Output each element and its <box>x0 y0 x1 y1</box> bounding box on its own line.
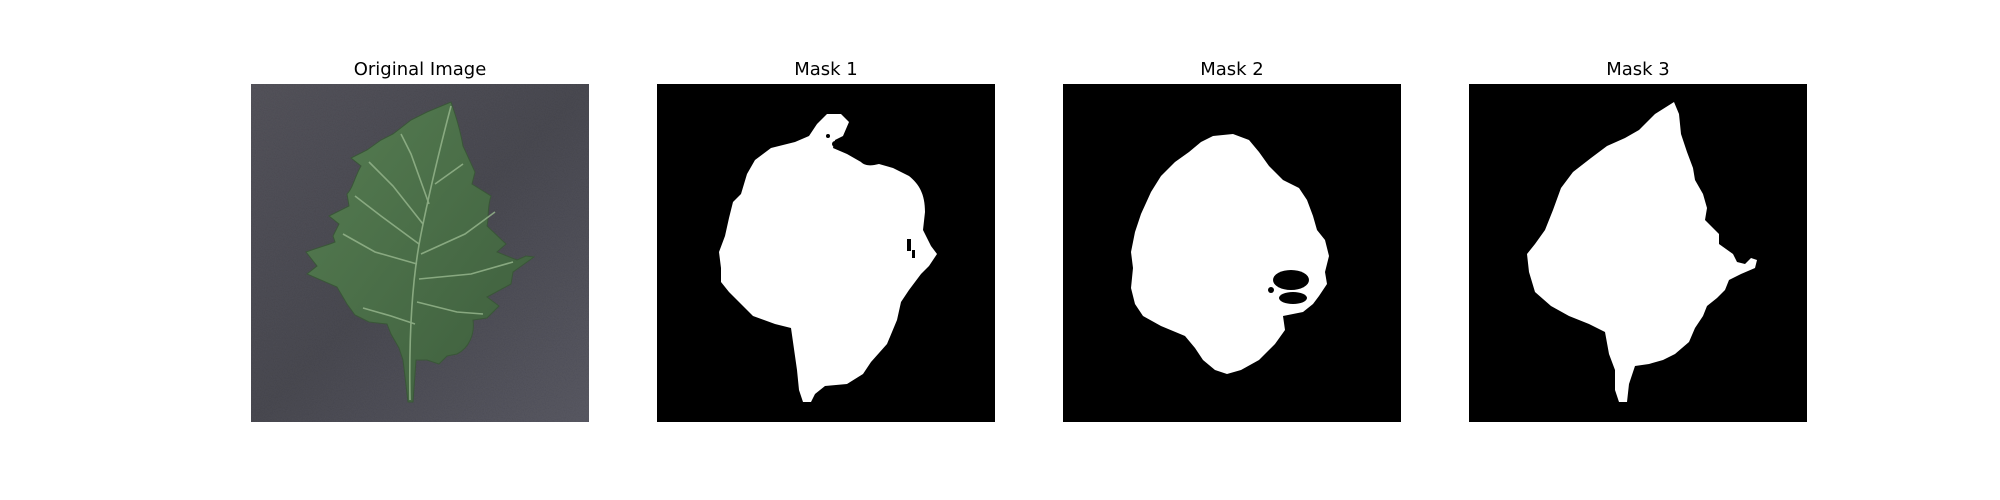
mask-3-image <box>1469 84 1807 422</box>
mask-1-region <box>719 114 937 402</box>
leaf-shape <box>305 101 536 403</box>
mask-2-holes <box>1268 270 1309 304</box>
mask-1-panel <box>657 84 995 422</box>
panel-title-mask-2: Mask 2 <box>1200 59 1264 80</box>
mask-3-region <box>1527 102 1757 402</box>
panel-title-mask-1: Mask 1 <box>794 59 858 80</box>
mask-2-region <box>1131 134 1329 374</box>
leaf-photo <box>251 84 589 422</box>
leaf-veins <box>342 105 514 401</box>
mask-3-panel <box>1469 84 1807 422</box>
mask-2-image <box>1063 84 1401 422</box>
mask-2-panel <box>1063 84 1401 422</box>
panel-title-original-image: Original Image <box>353 59 487 80</box>
panel-title-mask-3: Mask 3 <box>1606 59 1670 80</box>
mask-1-image <box>657 84 995 422</box>
mask-1-holes <box>826 134 915 258</box>
original-image-panel <box>251 84 589 422</box>
